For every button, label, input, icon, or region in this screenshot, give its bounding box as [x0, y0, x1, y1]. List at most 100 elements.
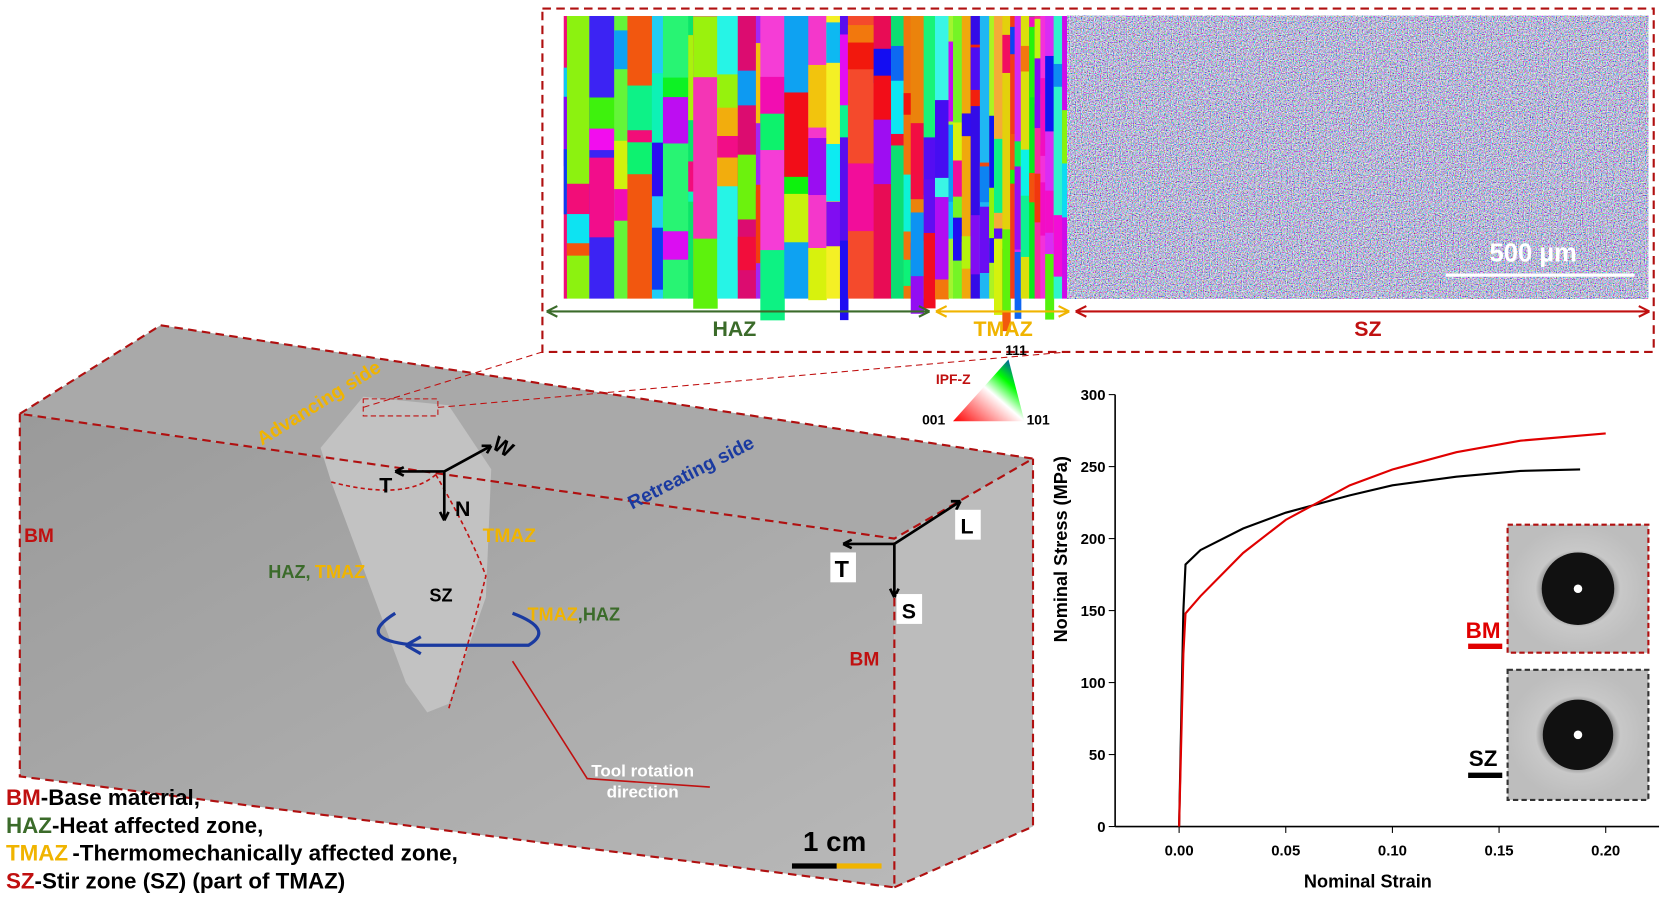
grain: [1014, 166, 1022, 250]
annotation: BM: [850, 650, 880, 671]
grain: [784, 92, 809, 177]
axes-triad: [842, 499, 962, 598]
grain: [627, 85, 653, 131]
abbr: BM: [6, 785, 41, 810]
legend-entry: SZ-Stir zone (SZ) (part of TMAZ): [6, 868, 345, 893]
annotation: BM: [24, 526, 54, 547]
grain: [563, 96, 568, 167]
grain: [826, 201, 841, 247]
grain: [1002, 15, 1011, 299]
grain: [1034, 58, 1041, 129]
specimen: Advancing side Retreating side BM BM T N…: [16, 324, 1068, 889]
scale-label: 1 cm: [803, 826, 866, 857]
grain: [979, 15, 990, 299]
grain: [903, 15, 912, 299]
grain: [970, 215, 981, 275]
grain: [662, 231, 689, 260]
zoom-lines: [363, 351, 1068, 408]
grain: [1020, 194, 1030, 257]
grain: [662, 97, 689, 144]
grain: [953, 122, 963, 170]
abbr: TMAZ: [6, 841, 68, 866]
ipf-label: 001: [922, 411, 945, 427]
grain: [1062, 110, 1068, 164]
ipf-title: IPF-Z: [936, 371, 971, 387]
grain: [1045, 254, 1055, 320]
x-axis-label: Nominal Strain: [1304, 871, 1432, 891]
text: -Base material,: [41, 785, 200, 810]
grain: [1002, 34, 1011, 73]
grain: [1010, 26, 1016, 55]
ipf-triangle: [953, 359, 1025, 422]
grain: [935, 197, 950, 280]
grain: [839, 34, 849, 106]
x-tick-label: 0.15: [1485, 842, 1514, 859]
grain: [923, 179, 936, 241]
grain: [948, 41, 954, 122]
x-tick-label: 0.10: [1378, 842, 1407, 859]
grain: [970, 15, 981, 299]
grain: [826, 143, 841, 202]
inset-label: SZ: [1469, 746, 1498, 771]
nugget: [320, 396, 492, 713]
grain: [1029, 172, 1036, 203]
grain: [717, 136, 739, 158]
grain: [1053, 215, 1063, 277]
grain: [808, 138, 827, 196]
grain: [737, 70, 757, 106]
grain: [688, 161, 694, 192]
grain: [566, 214, 590, 244]
annotation: TMAZ,HAZ: [527, 605, 620, 625]
grain: [948, 124, 954, 202]
annotation: TMAZ: [483, 526, 537, 547]
y-axis-label: Nominal Stress (MPa): [1051, 456, 1071, 642]
indent-center: [1573, 584, 1583, 593]
grain: [903, 174, 912, 232]
grain: [910, 212, 925, 277]
grain: [1040, 78, 1046, 156]
stress-strain-chart: Nominal Strain Nominal Stress (MPa) BM S…: [1051, 387, 1660, 891]
grain: [839, 240, 849, 321]
line: [1178, 432, 1606, 827]
legend: BM-Base material, HAZ-Heat affected zone…: [6, 785, 458, 893]
grain: [1053, 63, 1063, 87]
grain: [993, 238, 1003, 315]
line: [1178, 468, 1581, 827]
grain: [839, 73, 849, 138]
grain: [693, 16, 718, 78]
grain: [1062, 148, 1068, 218]
grain: [688, 15, 694, 299]
scale-label: 500 µm: [1490, 239, 1577, 267]
text: -Stir zone (SZ) (part of TMAZ): [35, 868, 346, 893]
leader: [511, 660, 710, 788]
grain: [873, 48, 892, 84]
axis-letter: N: [455, 497, 470, 521]
grain: [651, 73, 664, 153]
annotation: ,HAZ: [578, 605, 620, 625]
grain: [873, 119, 892, 185]
zone-label: SZ: [1354, 317, 1381, 341]
legend-entry: TMAZ -Thermomechanically affected zone,: [6, 841, 458, 866]
label-box: [830, 552, 856, 583]
ipf-label: 111: [1005, 342, 1027, 358]
grain: [923, 232, 936, 309]
grain: [961, 15, 972, 299]
grain: [1034, 173, 1041, 223]
grain: [589, 15, 615, 299]
y-tick-label: 0: [1097, 819, 1105, 836]
annotation: SZ: [429, 586, 452, 606]
grain: [979, 166, 990, 203]
grain: [1040, 182, 1046, 236]
grain: [1029, 15, 1036, 299]
grain: [953, 160, 963, 197]
x-tick-label: 0.20: [1591, 842, 1620, 859]
haz-arrow: [546, 305, 931, 318]
grain: [1040, 15, 1046, 299]
ipf-label: 101: [1027, 411, 1050, 427]
grain: [614, 140, 628, 190]
grain: [1020, 45, 1030, 72]
y-tick-label: 200: [1081, 531, 1106, 548]
tmaz-boundary: [331, 473, 487, 710]
grain: [847, 163, 875, 232]
